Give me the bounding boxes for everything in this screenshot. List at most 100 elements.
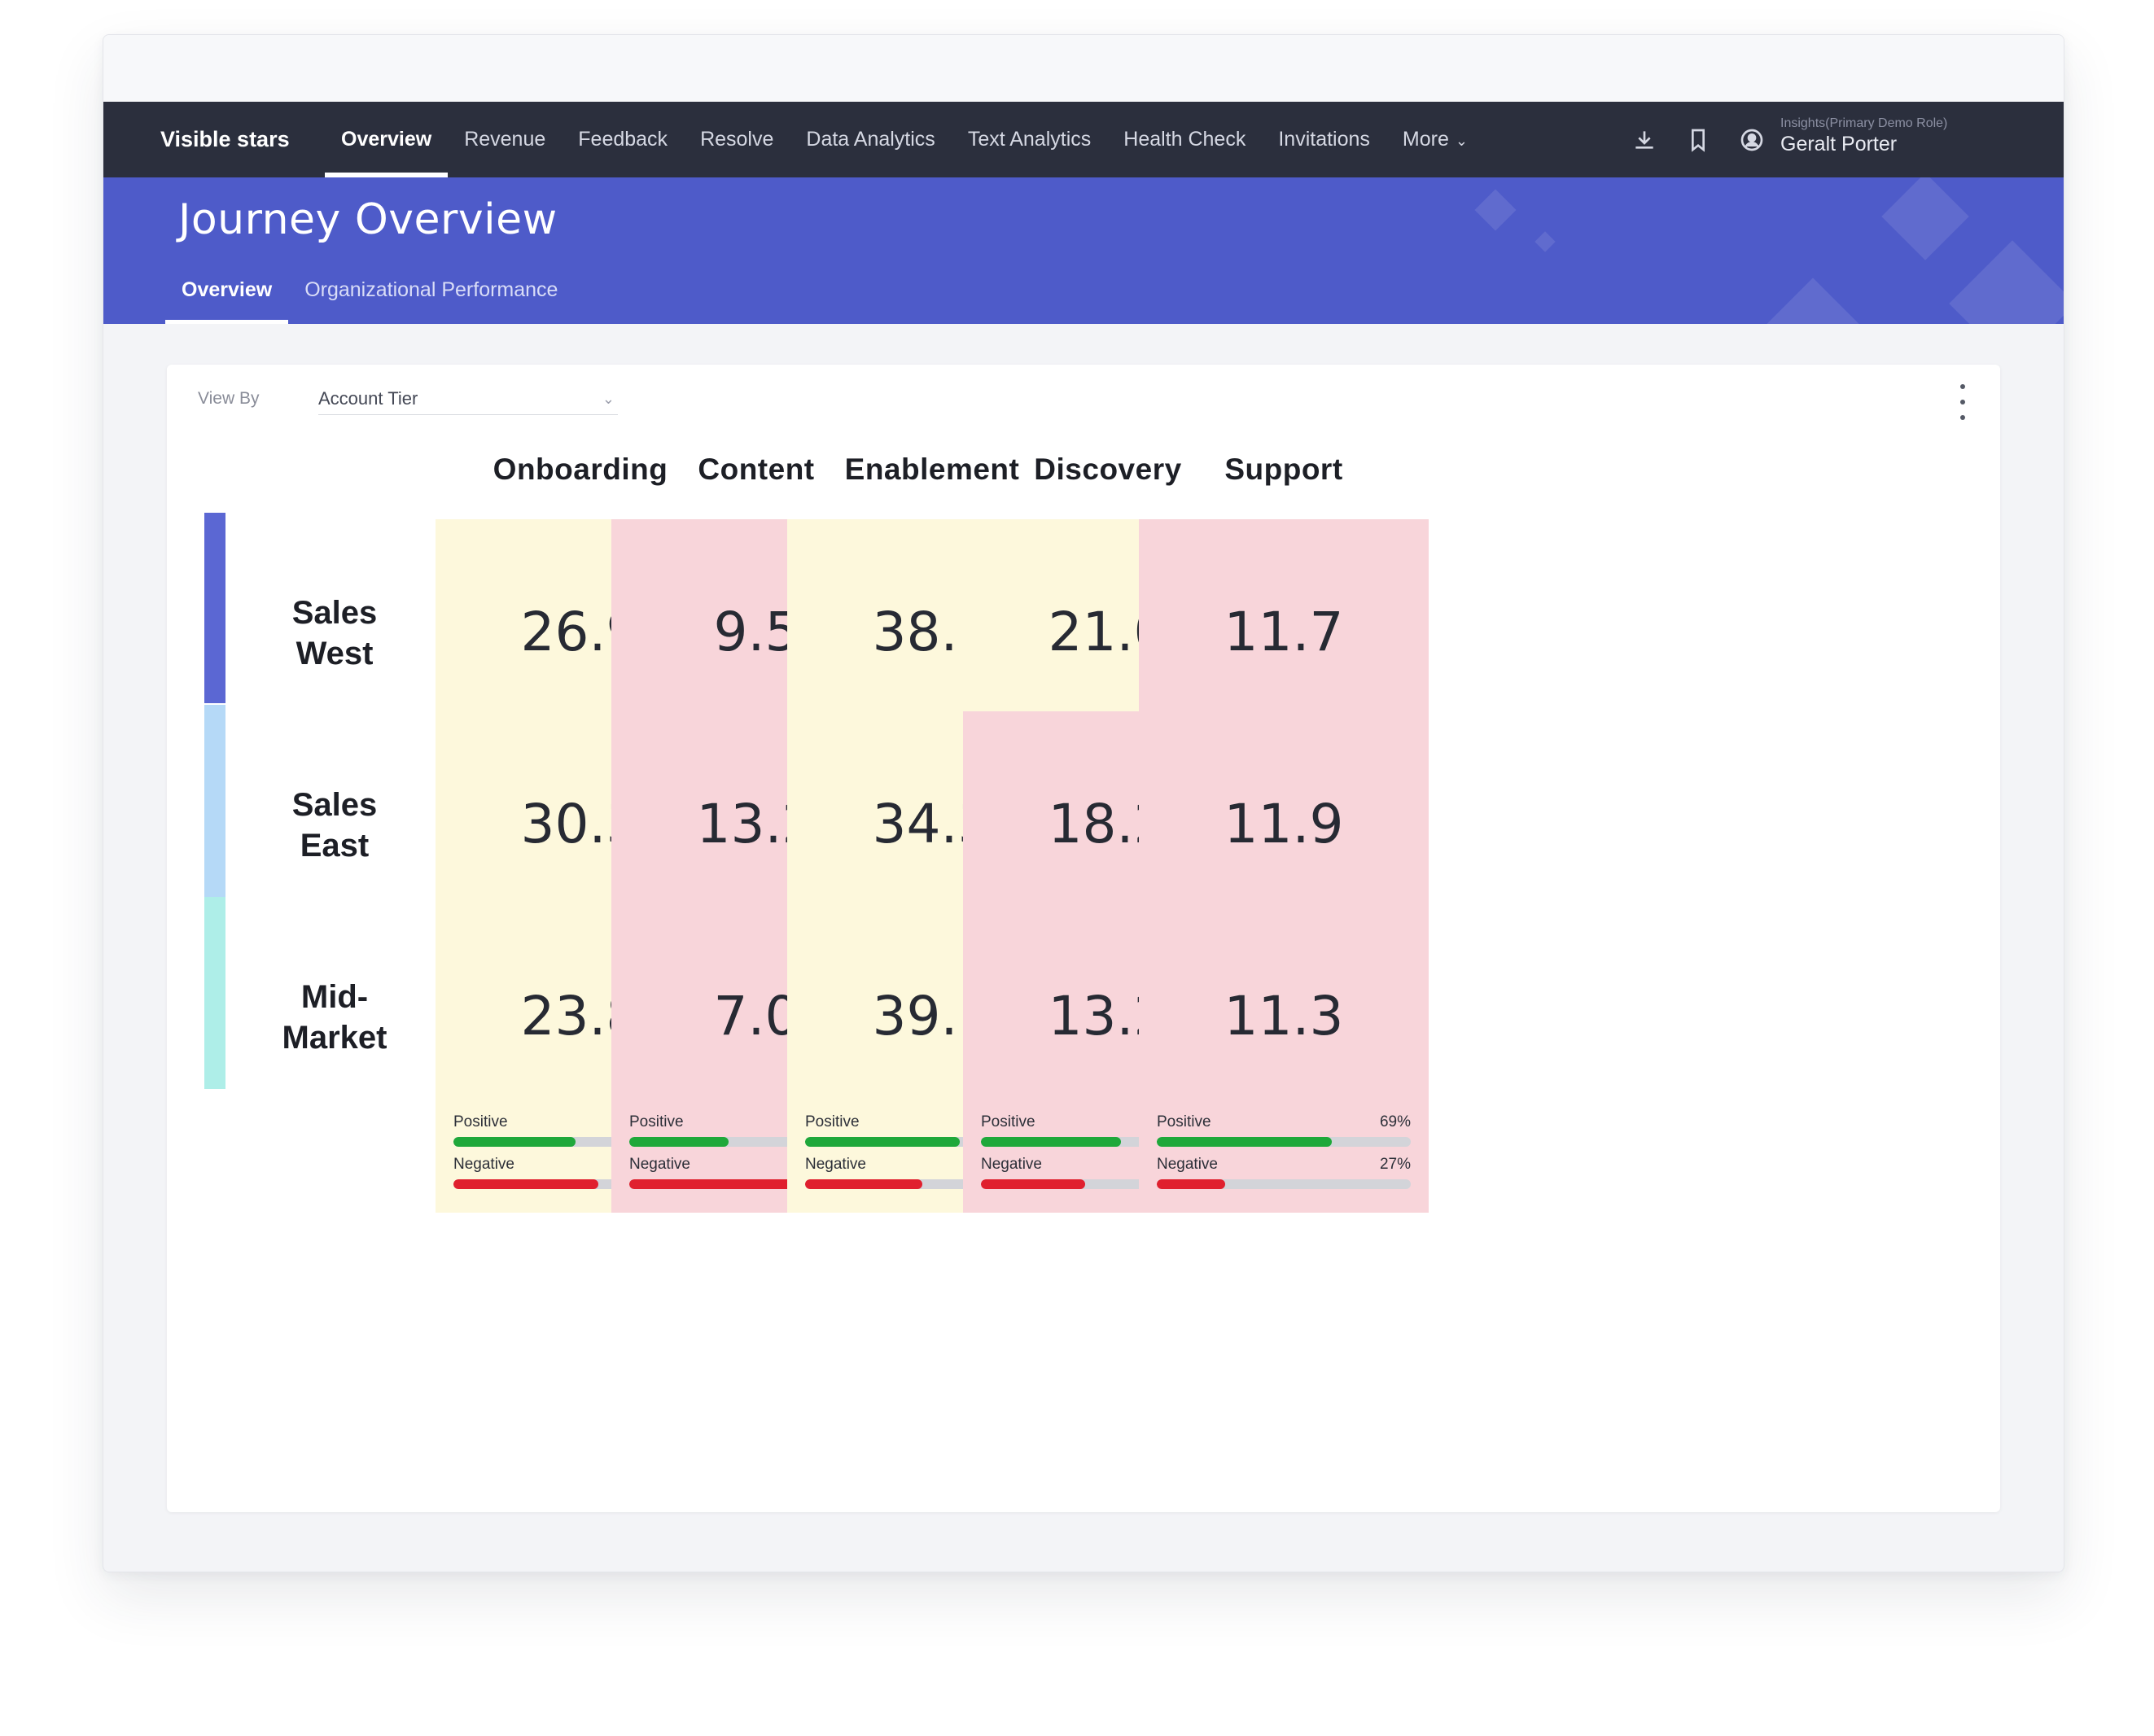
chevron-down-icon: ⌄ <box>1455 133 1468 149</box>
subtab-overview[interactable]: Overview <box>165 265 289 324</box>
row-label-line: West <box>296 636 374 671</box>
score-value: 11.3 <box>1224 985 1344 1047</box>
nav-item-label: Revenue <box>464 128 546 151</box>
row-accent-bar <box>204 513 225 703</box>
view-by-select[interactable]: Account Tier ⌄ <box>318 383 618 415</box>
bookmark-icon <box>1692 129 1705 152</box>
nav-item-more[interactable]: More ⌄ <box>1386 102 1484 177</box>
negative-progress-fill <box>981 1179 1085 1189</box>
negative-metric: Negative 27% <box>1157 1156 1411 1192</box>
row-label-line: East <box>300 828 370 864</box>
nav-item-resolve[interactable]: Resolve <box>684 102 790 177</box>
row-label: Mid- Market <box>245 977 424 1058</box>
row-accent-bar <box>204 705 225 897</box>
page-title: Journey Overview <box>178 195 558 244</box>
app-window: Visible stars Overview Revenue Feedback Res… <box>103 34 2064 1572</box>
nav-item-label: Data Analytics <box>806 128 935 151</box>
row-label-line: Market <box>282 1020 387 1056</box>
positive-label: Positive <box>453 1113 508 1130</box>
nav-menu: Overview Revenue Feedback Resolve Data Analy… <box>325 102 1484 177</box>
score-value: 11.9 <box>1224 793 1344 855</box>
nav-item-revenue[interactable]: Revenue <box>448 102 562 177</box>
decor-diamond <box>1881 177 1969 260</box>
negative-percent: 27% <box>1379 1156 1411 1173</box>
profile-button[interactable] <box>1725 102 1779 177</box>
sub-tabs: Overview Organizational Performance <box>165 265 574 324</box>
row-label: Sales West <box>245 593 424 674</box>
negative-progress-bar <box>1157 1179 1411 1189</box>
user-name: Geralt Porter <box>1780 133 1898 155</box>
nav-item-data-analytics[interactable]: Data Analytics <box>790 102 951 177</box>
window-top-area <box>103 35 2064 102</box>
user-role: Insights(Primary Demo Role) <box>1780 116 1948 130</box>
kebab-dot <box>1960 415 1965 420</box>
positive-label: Positive <box>981 1113 1035 1130</box>
column-header: Enablement <box>844 453 1020 486</box>
positive-percent: 69% <box>1379 1113 1411 1130</box>
score-cell[interactable]: 11.3 Positive 69% Negative 27% <box>1139 903 1429 1213</box>
positive-progress-fill <box>453 1137 576 1147</box>
view-by-label: View By <box>198 389 260 408</box>
nav-item-label: Health Check <box>1123 128 1246 151</box>
positive-progress-bar <box>1157 1137 1411 1147</box>
nav-item-health-check[interactable]: Health Check <box>1107 102 1262 177</box>
positive-progress-fill <box>1157 1137 1333 1147</box>
more-options-button[interactable] <box>1955 384 1971 420</box>
nav-item-overview[interactable]: Overview <box>325 102 449 177</box>
positive-metric: Positive 69% <box>1157 1113 1411 1149</box>
negative-label: Negative <box>629 1156 690 1173</box>
view-by-value: Account Tier <box>318 388 418 409</box>
decor-diamond <box>1535 231 1556 252</box>
decor-diamond <box>1474 189 1517 231</box>
column-header: Support <box>1224 453 1343 486</box>
positive-progress-fill <box>805 1137 961 1147</box>
column-header: Onboarding <box>493 453 668 486</box>
nav-item-label: More <box>1402 128 1449 151</box>
download-button[interactable] <box>1618 102 1671 177</box>
row-label-line: Sales <box>291 595 378 631</box>
negative-progress-fill <box>453 1179 598 1189</box>
positive-progress-fill <box>629 1137 729 1147</box>
score-value: 11.7 <box>1224 601 1344 663</box>
nav-item-label: Feedback <box>578 128 668 151</box>
nav-item-label: Invitations <box>1278 128 1370 151</box>
journey-card: View By Account Tier ⌄ Onboarding Content… <box>167 365 2000 1512</box>
column-header: Content <box>698 453 815 486</box>
negative-progress-fill <box>805 1179 922 1189</box>
negative-progress-fill <box>629 1179 817 1189</box>
nav-item-label: Text Analytics <box>967 128 1092 151</box>
row-label: Sales East <box>245 785 424 866</box>
page-header: Journey Overview Overview Organizational … <box>103 177 2064 324</box>
negative-label: Negative <box>453 1156 514 1173</box>
brand-name: Visible stars <box>160 127 290 151</box>
nav-item-label: Resolve <box>700 128 774 151</box>
decor-diamond <box>1949 240 2064 324</box>
bookmark-button[interactable] <box>1671 102 1725 177</box>
positive-label: Positive <box>805 1113 860 1130</box>
negative-label: Negative <box>981 1156 1042 1173</box>
top-navigation: Visible stars Overview Revenue Feedback Res… <box>103 102 2064 177</box>
negative-label: Negative <box>1157 1156 1218 1173</box>
row-label-line: Mid- <box>300 979 369 1015</box>
nav-item-invitations[interactable]: Invitations <box>1262 102 1386 177</box>
positive-label: Positive <box>1157 1113 1211 1130</box>
chevron-down-icon: ⌄ <box>602 391 615 407</box>
subtab-organizational-performance[interactable]: Organizational Performance <box>304 278 558 301</box>
positive-label: Positive <box>629 1113 684 1130</box>
user-circle-icon <box>1740 129 1763 151</box>
column-header: Discovery <box>1034 453 1182 486</box>
row-label-line: Sales <box>291 787 378 823</box>
decor-diamond <box>1767 278 1859 324</box>
kebab-dot <box>1960 384 1965 389</box>
score-value: 9.5 <box>713 601 799 663</box>
negative-progress-fill <box>1157 1179 1226 1189</box>
download-icon <box>1635 130 1653 149</box>
nav-item-label: Overview <box>341 128 432 151</box>
nav-tools <box>1618 102 1779 177</box>
kebab-dot <box>1960 400 1965 404</box>
positive-progress-fill <box>981 1137 1121 1147</box>
nav-item-text-analytics[interactable]: Text Analytics <box>952 102 1107 177</box>
negative-label: Negative <box>805 1156 866 1173</box>
nav-item-feedback[interactable]: Feedback <box>562 102 684 177</box>
user-menu[interactable]: Insights(Primary Demo Role) Geralt Porte… <box>1780 116 2049 156</box>
